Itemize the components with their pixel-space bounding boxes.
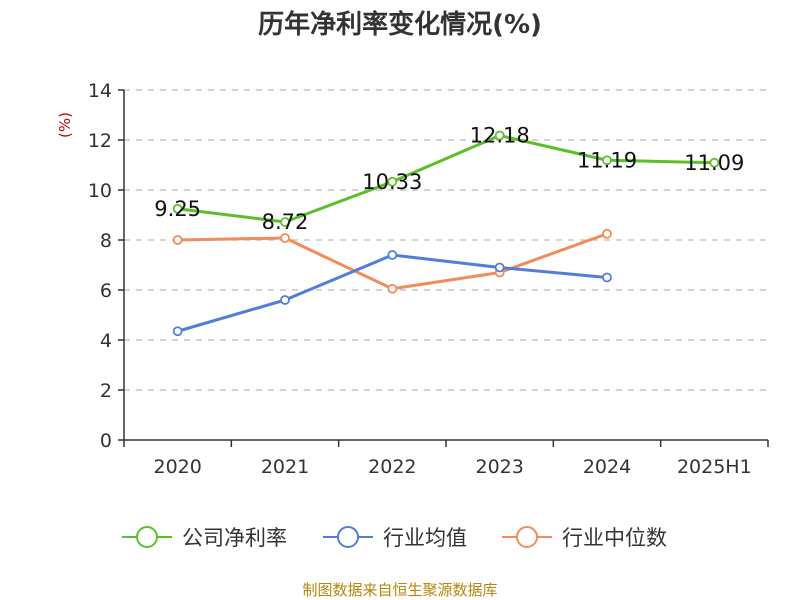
x-tick-label: 2024 xyxy=(583,456,631,478)
data-point xyxy=(280,233,290,243)
data-point xyxy=(280,217,290,227)
legend-label: 行业均值 xyxy=(383,526,467,550)
legend-item: 公司净利率 xyxy=(122,526,287,550)
y-tick-label: 6 xyxy=(100,280,112,302)
legend-marker xyxy=(337,526,359,548)
y-tick-label: 8 xyxy=(100,230,112,252)
y-tick-label: 12 xyxy=(88,130,112,152)
data-point xyxy=(602,155,612,166)
data-label: 9.25 xyxy=(154,197,201,221)
y-tick-label: 10 xyxy=(88,180,112,202)
data-point xyxy=(172,326,183,337)
data-point xyxy=(172,235,183,245)
x-tick-label: 2020 xyxy=(153,456,201,478)
x-tick-label: 2023 xyxy=(475,456,523,478)
legend-label: 公司净利率 xyxy=(182,526,287,550)
legend-label: 行业中位数 xyxy=(562,526,667,550)
y-tick-label: 14 xyxy=(88,80,112,102)
legend-item: 行业中位数 xyxy=(502,526,667,550)
legend-item: 行业均值 xyxy=(323,526,467,550)
data-point xyxy=(494,130,505,141)
axis-layer: 0 2 4 6 8 10 12 14 2020 2021 2022 2023 2024 2025H1 xyxy=(88,80,769,478)
data-point xyxy=(709,157,720,168)
y-tick-label: 0 xyxy=(100,430,112,452)
series-layer xyxy=(172,130,720,337)
data-label-layer: 9.25 8.72 10.33 12.18 11.19 11.09 xyxy=(154,124,744,235)
data-label: 10.33 xyxy=(362,170,422,194)
data-point xyxy=(387,283,398,294)
data-label: 8.72 xyxy=(262,210,309,234)
legend-marker xyxy=(136,526,158,548)
data-point xyxy=(280,295,290,305)
data-point xyxy=(172,203,183,214)
data-label: 12.18 xyxy=(470,124,530,148)
data-point xyxy=(387,250,398,260)
data-point xyxy=(602,272,612,283)
legend-marker xyxy=(516,526,538,548)
x-tick-label: 2025H1 xyxy=(677,456,752,478)
source-note: 制图数据来自恒生聚源数据库 xyxy=(302,581,498,599)
x-tick-label: 2021 xyxy=(261,456,309,478)
data-label: 11.19 xyxy=(577,148,637,172)
data-point xyxy=(602,228,612,239)
series-line xyxy=(177,232,608,291)
chart-title: 历年净利率变化情况(%) xyxy=(258,10,542,40)
data-label: 11.09 xyxy=(684,151,744,175)
legend: 公司净利率 行业均值 行业中位数 xyxy=(122,526,667,550)
y-axis-unit-label: (%) xyxy=(56,112,74,138)
x-tick-label: 2022 xyxy=(368,456,416,478)
data-point xyxy=(494,262,505,273)
series-line xyxy=(177,134,715,224)
y-tick-label: 2 xyxy=(100,380,112,402)
y-tick-label: 4 xyxy=(100,330,112,352)
data-point xyxy=(387,176,398,187)
